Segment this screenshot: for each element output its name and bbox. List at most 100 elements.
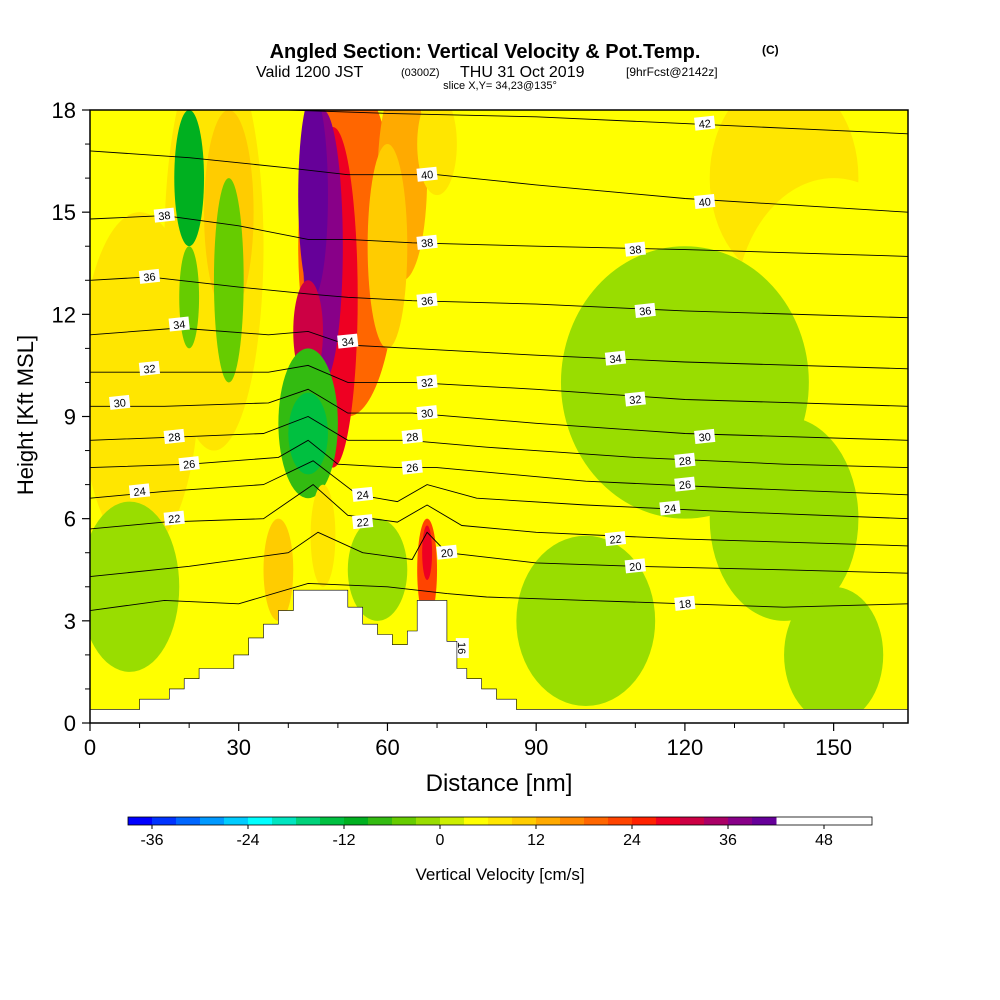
isentrope-label-20-bg — [624, 558, 646, 574]
isentrope-label-36-c-bg — [138, 268, 161, 284]
colorbar-swatch-11 — [392, 817, 417, 825]
isentrope-label-34-bg — [604, 350, 627, 366]
isentrope-label-24: 24 — [659, 500, 681, 516]
terrain-mask — [90, 589, 908, 723]
isentrope-label-38-b: 38 — [416, 234, 438, 250]
colorbar: -36 -24 -12 0 12 24 36 48 — [127, 816, 873, 849]
colorbar-tick-label-48: 48 — [815, 832, 833, 849]
colorbar-swatch-1 — [152, 817, 177, 825]
isentrope-label-30-c-bg — [109, 394, 131, 410]
x-axis-label: Distance [nm] — [426, 770, 573, 797]
isentrope-30 — [90, 388, 908, 441]
y-axis-label: Height [Kft MSL] — [13, 335, 38, 495]
colorbar-swatch-6 — [272, 817, 297, 825]
isentrope-40 — [90, 150, 908, 213]
isentrope-label-40: 40 — [694, 193, 716, 210]
x-tick-label-0: 0 — [84, 735, 96, 760]
velocity-cell-27 — [422, 525, 433, 580]
isentrope-28 — [90, 416, 908, 469]
isentrope-label-26-c: 26 — [178, 456, 200, 472]
isentrope-label-36-b-text: 36 — [421, 295, 434, 308]
isentrope-label-16-bg — [455, 638, 469, 659]
isentrope-label-18-text: 18 — [678, 598, 691, 611]
isentrope-label-26-b-text: 26 — [406, 462, 419, 475]
isentrope-label-36-b: 36 — [416, 292, 438, 308]
isentrope-label-30-b-bg — [416, 405, 438, 421]
isentrope-label-32-b-bg — [416, 374, 438, 390]
colorbar-swatch-18 — [560, 817, 585, 825]
isentrope-label-26-b: 26 — [401, 459, 423, 475]
colorbar-swatch-12 — [416, 817, 441, 825]
y-tick-label-9: 9 — [64, 405, 76, 430]
colorbar-tick-label--12: -12 — [332, 832, 355, 849]
isentrope-label-24-b-text: 24 — [356, 489, 369, 502]
colorbar-tick-label--36: -36 — [140, 832, 163, 849]
colorbar-swatch-14 — [464, 817, 489, 825]
colorbar-swatch-17 — [536, 817, 561, 825]
isentrope-label-32: 32 — [624, 391, 646, 407]
isentrope-label-34-b-bg — [337, 333, 359, 349]
isentrope-label-36-bg — [634, 302, 656, 318]
isentrope-label-32-b-text: 32 — [421, 377, 434, 390]
isentrope-label-40-b: 40 — [416, 166, 438, 182]
isentrope-label-26-bg — [674, 476, 696, 492]
subtitle-forecast: [9hrFcst@2142z] — [626, 65, 718, 79]
isentrope-label-30-c-text: 30 — [113, 397, 126, 410]
colorbar-swatch-10 — [368, 817, 393, 825]
isentrope-label-30-bg — [694, 428, 716, 444]
isentrope-42 — [288, 110, 908, 135]
isentrope-label-28-b-bg — [401, 428, 423, 444]
isentrope-label-38: 38 — [624, 241, 646, 257]
vertical-velocity-field — [90, 110, 908, 723]
x-tick-label-90: 90 — [524, 735, 548, 760]
colorbar-swatch-7 — [296, 817, 321, 825]
isentrope-label-38-bg — [624, 241, 646, 257]
isentrope-label-34-c-bg — [168, 316, 190, 332]
isentrope-label-24-text: 24 — [663, 503, 676, 516]
isentrope-label-24-b: 24 — [351, 486, 374, 502]
isentrope-18 — [90, 582, 908, 612]
isentrope-label-28-c: 28 — [163, 428, 185, 445]
subtitle-valid: Valid 1200 JST — [256, 64, 364, 81]
velocity-cell-8 — [90, 501, 180, 672]
isentrope-label-28-b: 28 — [401, 428, 423, 445]
isentrope-label-28-b-text: 28 — [406, 431, 419, 444]
isentrope-label-24-c: 24 — [128, 483, 151, 499]
y-tick-label-6: 6 — [64, 507, 76, 532]
colorbar-frame — [127, 816, 873, 826]
velocity-cell-13 — [179, 246, 200, 349]
colorbar-swatch-24 — [704, 817, 729, 825]
isentrope-label-38-c-text: 38 — [158, 210, 171, 223]
isentrope-label-16-text: 16 — [455, 642, 467, 654]
isentrope-label-26-b-bg — [401, 459, 423, 475]
colorbar-swatch-20 — [608, 817, 633, 825]
isentrope-label-32-bg — [624, 391, 646, 407]
colorbar-swatch-8 — [320, 817, 345, 825]
isentrope-label-42: 42 — [694, 115, 716, 131]
velocity-cell-9 — [347, 518, 408, 621]
isentrope-label-24-bg — [659, 500, 681, 516]
isentrope-label-32-text: 32 — [629, 394, 642, 407]
isentrope-label-20-text: 20 — [629, 561, 642, 574]
colorbar-swatch-21 — [632, 817, 657, 825]
isentrope-label-30-b-text: 30 — [421, 407, 434, 420]
isentrope-label-24-c-bg — [128, 483, 151, 499]
isentrope-label-28-c-bg — [163, 428, 185, 444]
isentrope-label-22: 22 — [604, 531, 627, 547]
isentrope-label-18-bg — [674, 595, 696, 611]
colorbar-swatch-4 — [224, 817, 249, 825]
isentrope-label-22-c-text: 22 — [168, 513, 181, 526]
isentrope-label-16: 16 — [455, 638, 469, 659]
isentrope-label-36-b-bg — [416, 292, 438, 308]
isentrope-label-22-b-text: 22 — [356, 516, 369, 529]
isentrope-label-26-c-bg — [178, 456, 200, 472]
x-tick-label-120: 120 — [667, 735, 704, 760]
y-tick-label-15: 15 — [52, 200, 76, 225]
isentrope-label-38-c-bg — [153, 207, 175, 223]
isentrope-label-34: 34 — [604, 350, 627, 366]
y-tick-label-18: 18 — [52, 98, 76, 123]
chart-title-mark: (C) — [762, 43, 779, 57]
isentrope-22 — [90, 484, 908, 547]
